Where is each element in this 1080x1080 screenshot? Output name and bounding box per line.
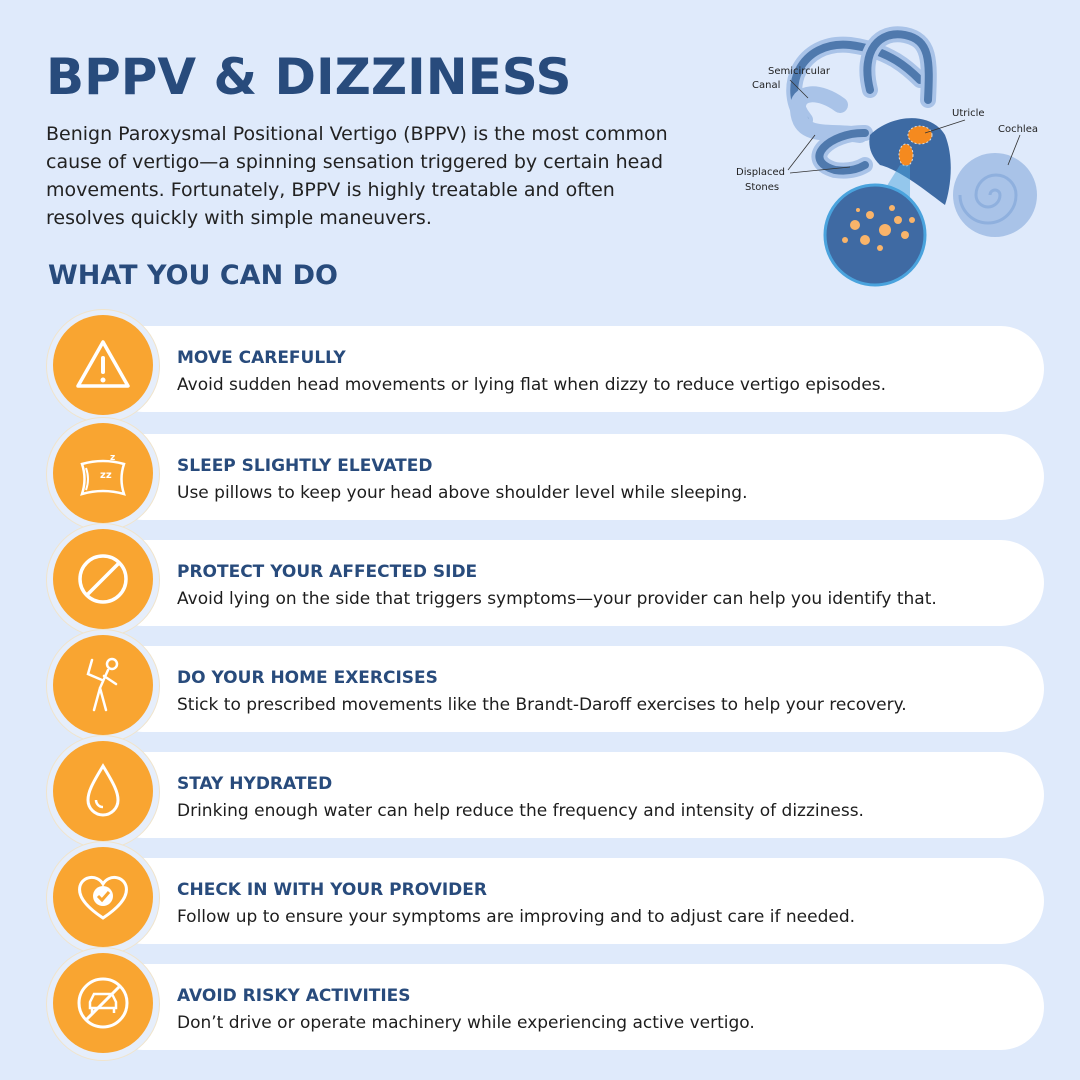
tip-title: SLEEP SLIGHTLY ELEVATED	[177, 456, 433, 476]
water-drop-icon	[86, 763, 120, 817]
tip-card	[100, 858, 1044, 944]
tip-item: STAY HYDRATED Drinking enough water can …	[46, 735, 1044, 849]
page-title: BPPV & DIZZINESS	[46, 48, 572, 106]
icon-badge	[53, 315, 153, 415]
pillow-icon: zzz	[80, 453, 126, 496]
label-canal: Canal	[752, 80, 780, 91]
tip-description: Drinking enough water can help reduce th…	[177, 801, 864, 821]
label-cochlea: Cochlea	[998, 124, 1038, 135]
icon-badge	[53, 529, 153, 629]
icon-badge	[53, 847, 153, 947]
tip-card	[100, 964, 1044, 1050]
inner-ear-diagram: Semicircular Canal Utricle Cochlea Displ…	[736, 26, 1038, 287]
tip-title: MOVE CAREFULLY	[177, 348, 346, 368]
tip-description: Avoid sudden head movements or lying fla…	[177, 375, 887, 395]
icon-badge: zz z	[53, 423, 153, 523]
svg-text:zz: zz	[100, 470, 112, 481]
tip-description: Avoid lying on the side that triggers sy…	[177, 589, 937, 609]
tip-item: MOVE CAREFULLY Avoid sudden head movemen…	[46, 309, 1044, 423]
tip-title: CHECK IN WITH YOUR PROVIDER	[177, 880, 487, 900]
label-stones: Stones	[745, 182, 779, 193]
heart-check-icon	[78, 876, 128, 920]
tip-item: PROTECT YOUR AFFECTED SIDE Avoid lying o…	[46, 523, 1044, 637]
tip-item: CHECK IN WITH YOUR PROVIDER Follow up to…	[46, 841, 1044, 955]
svg-text:z: z	[110, 453, 115, 463]
intro-text: Benign Paroxysmal Positional Vertigo (BP…	[46, 123, 668, 229]
tip-card	[100, 540, 1044, 626]
tip-card	[100, 326, 1044, 412]
tip-description: Don’t drive or operate machinery while e…	[177, 1013, 755, 1033]
label-displaced: Displaced	[736, 167, 785, 178]
tip-card	[100, 434, 1044, 520]
icon-badge	[53, 635, 153, 735]
tip-title: STAY HYDRATED	[177, 774, 333, 794]
label-semicircular: Semicircular	[768, 66, 831, 77]
tip-item: zz z SLEEP SLIGHTLY ELEVATED Use pillows …	[46, 417, 1044, 531]
exercise-icon	[86, 657, 119, 712]
tip-description: Use pillows to keep your head above shou…	[177, 483, 748, 503]
tip-item: DO YOUR HOME EXERCISES Stick to prescrib…	[46, 629, 1044, 743]
no-driving-icon	[77, 977, 129, 1029]
section-title: WHAT YOU CAN DO	[48, 260, 338, 291]
tip-card	[100, 646, 1044, 732]
tip-card	[100, 752, 1044, 838]
tip-title: PROTECT YOUR AFFECTED SIDE	[177, 562, 478, 582]
tip-description: Follow up to ensure your symptoms are im…	[177, 907, 856, 927]
tip-description: Stick to prescribed movements like the B…	[177, 695, 907, 715]
tip-item: AVOID RISKY ACTIVITIES Don’t drive or op…	[46, 947, 1044, 1061]
tip-title: DO YOUR HOME EXERCISES	[177, 668, 438, 688]
prohibited-icon	[78, 554, 128, 604]
tip-title: AVOID RISKY ACTIVITIES	[177, 986, 411, 1006]
label-utricle: Utricle	[952, 108, 985, 119]
icon-badge	[53, 741, 153, 841]
icon-badge	[53, 953, 153, 1053]
warning-icon	[76, 340, 130, 388]
